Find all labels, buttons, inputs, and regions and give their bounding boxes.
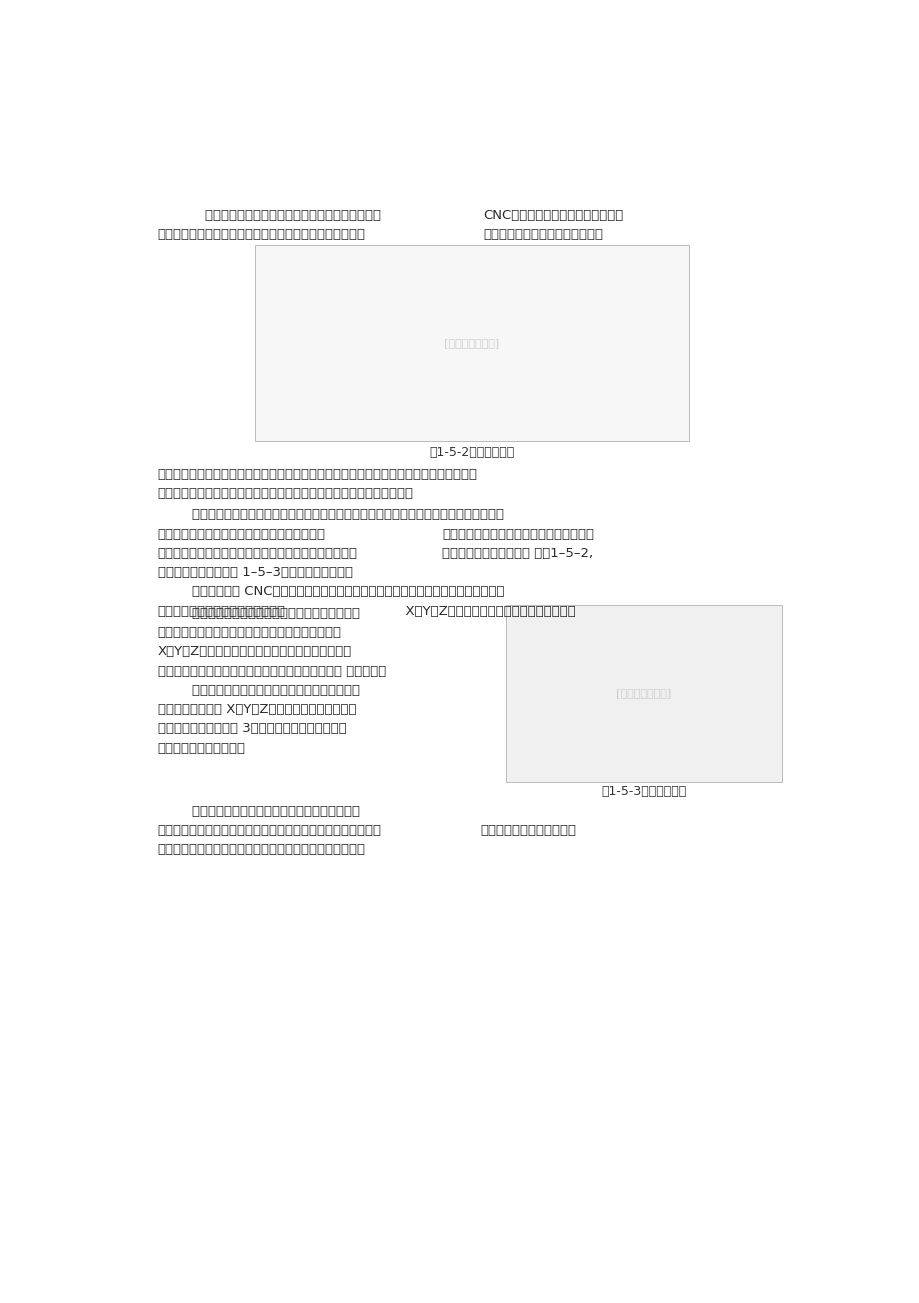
Bar — [505, 605, 780, 782]
Bar — [255, 245, 687, 442]
Text: X、Y、Z分别对这三个直线运动的方向命名。: X、Y、Z分别对这三个直线运动的方向命名。 — [380, 605, 575, 618]
Text: 可以设计为轮廓加工和孔加工功能同时具有铣镗数控机床。: 可以设计为轮廓加工和孔加工功能同时具有铣镗数控机床。 — [157, 228, 365, 241]
Text: 对于有特殊要求的数控铣床，还可以加进一个绕: 对于有特殊要求的数控铣床，还可以加进一个绕 — [157, 805, 359, 818]
Text: 两个方向的运动可以联动，称两轴半数控铣床，即在: 两个方向的运动可以联动，称两轴半数控铣床，即在 — [157, 625, 341, 638]
Text: [卧式数控铣床图]: [卧式数控铣床图] — [616, 688, 671, 698]
Text: 图1-5-3卧式数控铣床: 图1-5-3卧式数控铣床 — [601, 786, 686, 799]
Text: 标的数控系统，可用来加工螺旋槽、叶片等立体曲面零件。: 标的数控系统，可用来加工螺旋槽、叶片等立体曲面零件。 — [157, 843, 365, 856]
Text: 图1-5-2立式数控铣床: 图1-5-2立式数控铣床 — [428, 446, 514, 459]
Text: X、Y、Z三个坐标轴中，任意两轴可以联动。一般情: X、Y、Z三个坐标轴中，任意两轴可以联动。一般情 — [157, 645, 351, 658]
Text: 卧两用数控铣床。主轴在空间处于垂直状态的，: 卧两用数控铣床。主轴在空间处于垂直状态的， — [157, 528, 325, 541]
Text: 它可以进行平面铣削、型腔铣削、: 它可以进行平面铣削、型腔铣削、 — [482, 228, 603, 241]
Text: 轴回转的进给运动，即增加一个数控分度头或数控回转工作台，: 轴回转的进给运动，即增加一个数控分度头或数控回转工作台， — [157, 823, 381, 837]
Text: 即数控铣床能进行 X、Y、Z三个坐标轴联动加工，称: 即数控铣床能进行 X、Y、Z三个坐标轴联动加工，称 — [157, 704, 356, 717]
Text: 数控铣床能被 CNC控制的坐标进给运动多为三坐标轴，即有三个沿导轨方向的直线运: 数控铣床能被 CNC控制的坐标进给运动多为三坐标轴，即有三个沿导轨方向的直线运 — [157, 585, 504, 598]
Text: 如若数控铣床三个沿导轨方向运动能同时联动，: 如若数控铣床三个沿导轨方向运动能同时联动， — [157, 684, 359, 697]
Text: 如若数控铣床三个沿导轨方向运动中，只能其中: 如若数控铣床三个沿导轨方向运动中，只能其中 — [157, 607, 359, 620]
Text: 是立式数控铣床。如图 1–5–3，是卧式数控铣床。: 是立式数控铣床。如图 1–5–3，是卧式数控铣床。 — [157, 566, 352, 579]
Text: 数控铣床如同传统的通用铣床一样，按主轴在空间所处的状态，分有立式和卧式以及立、: 数控铣床如同传统的通用铣床一样，按主轴在空间所处的状态，分有立式和卧式以及立、 — [157, 508, 503, 521]
Text: 为三轴数控铣床。目前 3坐标数控立式铣床仍占大多: 为三轴数控铣床。目前 3坐标数控立式铣床仍占大多 — [157, 722, 346, 735]
Text: 况下，两轴半控制的数控铣床上只能用来加工平面曲 线的轮廓。: 况下，两轴半控制的数控铣床上只能用来加工平面曲 线的轮廓。 — [157, 665, 385, 678]
Text: 加工中心、柔性制造单元等都是在数控铣床的基础上产生和发展起来的。: 加工中心、柔性制造单元等都是在数控铣床的基础上产生和发展起来的。 — [157, 487, 414, 500]
Text: CNC铣床常主要设计为轮廓加工，也: CNC铣床常主要设计为轮廓加工，也 — [482, 208, 623, 222]
Text: [立式数控铣床图]: [立式数控铣床图] — [443, 337, 499, 348]
Text: 称为立卧两用数控铣床。 如图1–5–2,: 称为立卧两用数控铣床。 如图1–5–2, — [441, 547, 593, 560]
Text: 数，可以加工空间曲面。: 数，可以加工空间曲面。 — [157, 741, 245, 754]
Text: 数控铣床是机床设备中应用非常广泛的加工机床，: 数控铣床是机床设备中应用非常广泛的加工机床， — [171, 208, 380, 222]
Text: 动，如左右、前后、上下方向，又用: 动，如左右、前后、上下方向，又用 — [157, 605, 285, 618]
Text: 态的，称为卧式数控铣床。主轴可作垂直和水平转换的，: 态的，称为卧式数控铣床。主轴可作垂直和水平转换的， — [157, 547, 357, 560]
Text: 称为立式数控铣床；主轴在空间处于水平状: 称为立式数控铣床；主轴在空间处于水平状 — [441, 528, 594, 541]
Text: 外形轮廓铣削、三维及三维以上复杂型面铣削，还可进行钻削、镗削、螺纹切削等孔加工。: 外形轮廓铣削、三维及三维以上复杂型面铣削，还可进行钻削、镗削、螺纹切削等孔加工。 — [157, 468, 477, 481]
Text: 这时机床的数控系统为四坐: 这时机床的数控系统为四坐 — [481, 823, 576, 837]
